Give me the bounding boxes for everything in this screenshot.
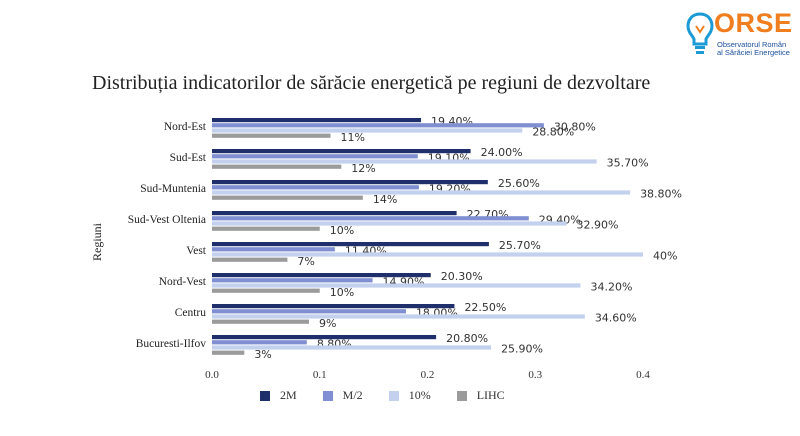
data-label: 40%	[653, 250, 677, 263]
bar	[212, 118, 422, 123]
category-label: Sud-Vest Oltenia	[128, 214, 206, 226]
category-label: Nord-Vest	[159, 276, 207, 288]
logo-subtitle: Observatorul Român al Sărăciei Energetic…	[717, 41, 797, 57]
legend-label: LIHC	[476, 388, 505, 402]
bar	[212, 319, 309, 324]
chart-legend: 2M M/2 10% LIHC	[260, 388, 505, 403]
bar	[212, 283, 581, 288]
logo-subtitle-line-1: Observatorul Român	[717, 40, 787, 49]
bar	[212, 226, 320, 231]
legend-label: 2M	[280, 388, 297, 402]
bar	[212, 154, 418, 159]
logo-title: ORSE	[714, 8, 793, 38]
bar	[212, 252, 643, 257]
bar	[212, 340, 307, 345]
bar	[212, 211, 457, 216]
bar	[212, 159, 597, 164]
legend-swatch	[456, 390, 467, 401]
data-label: 30.80%	[554, 120, 596, 133]
data-label: 32.90%	[576, 219, 618, 232]
data-label: 11%	[341, 131, 365, 144]
bar	[212, 314, 585, 319]
bar	[212, 123, 544, 128]
category-label: Sud-Est	[170, 152, 207, 164]
data-label: 12%	[351, 162, 375, 175]
legend-swatch	[322, 390, 333, 401]
bar	[212, 273, 431, 278]
legend-swatch	[260, 390, 270, 401]
bar	[212, 257, 288, 262]
bar	[212, 164, 342, 169]
category-label: Sud-Muntenia	[140, 183, 206, 195]
x-tick-label: 0.4	[636, 369, 650, 381]
data-label: 10%	[330, 224, 354, 237]
data-label: 28.80%	[532, 126, 574, 139]
legend-item: LIHC	[456, 388, 505, 403]
data-label: 25.90%	[501, 343, 543, 356]
bar	[212, 242, 489, 247]
data-label: 35.70%	[607, 157, 649, 170]
category-label: Bucuresti-Ilfov	[136, 338, 207, 350]
y-axis-label: Regiuni	[90, 222, 104, 261]
data-label: 14%	[373, 193, 397, 206]
bar	[212, 149, 471, 154]
lightbulb-icon	[686, 12, 714, 54]
legend-label: M/2	[342, 388, 363, 402]
logo-subtitle-line-2: al Sărăciei Energetice	[717, 48, 790, 57]
bar	[212, 128, 523, 133]
bar	[212, 180, 488, 185]
category-label: Centru	[175, 307, 207, 319]
bar	[212, 221, 567, 226]
x-tick-label: 0.0	[205, 369, 219, 381]
bar	[212, 309, 406, 314]
orse-logo: ORSE Observatorul Român al Sărăciei Ener…	[686, 8, 796, 68]
data-label: 25.70%	[499, 239, 541, 252]
bar	[212, 185, 419, 190]
x-tick-label: 0.3	[528, 369, 542, 381]
legend-item: M/2	[322, 388, 363, 403]
data-label: 20.80%	[446, 332, 488, 345]
data-label: 3%	[254, 348, 271, 361]
legend-item: 10%	[388, 388, 431, 403]
x-tick-label: 0.2	[421, 369, 435, 381]
bar	[212, 133, 331, 138]
bar	[212, 335, 437, 340]
data-label: 20.30%	[441, 270, 483, 283]
chart-title: Distribuția indicatorilor de sărăcie ene…	[92, 72, 651, 94]
category-label: Nord-Est	[164, 121, 207, 133]
legend-item: 2M	[260, 388, 297, 403]
legend-label: 10%	[408, 388, 431, 402]
data-label: 22.50%	[464, 301, 506, 314]
data-label: 24.00%	[481, 146, 523, 159]
data-label: 10%	[330, 286, 354, 299]
legend-swatch	[388, 390, 399, 401]
data-label: 34.60%	[595, 312, 637, 325]
bar	[212, 195, 363, 200]
bar	[212, 304, 455, 309]
bar	[212, 288, 320, 293]
category-label: Vest	[186, 245, 207, 257]
bar	[212, 190, 631, 195]
bar	[212, 216, 529, 221]
data-label: 34.20%	[591, 281, 633, 294]
bar	[212, 345, 492, 350]
data-label: 7%	[297, 255, 314, 268]
bar	[212, 278, 373, 283]
data-label: 9%	[319, 317, 336, 330]
bar	[212, 247, 335, 252]
x-tick-label: 0.1	[313, 369, 327, 381]
bar	[212, 350, 245, 355]
data-label: 25.60%	[498, 177, 540, 190]
data-label: 38.80%	[640, 188, 682, 201]
